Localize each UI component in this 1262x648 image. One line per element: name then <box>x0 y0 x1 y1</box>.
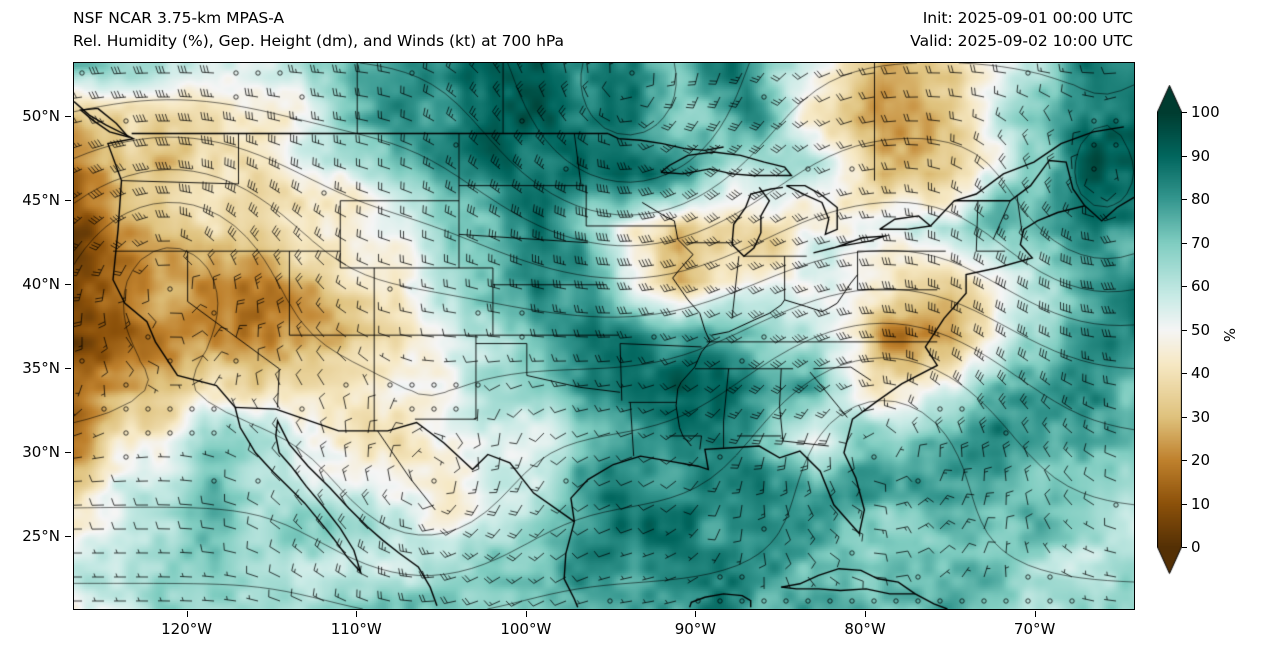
y-tick-label: 30°N <box>22 442 60 461</box>
humidity-wind-map-canvas <box>74 63 1134 609</box>
colorbar-tick-mark <box>1182 112 1187 113</box>
colorbar-tick-label: 0 <box>1191 538 1201 556</box>
colorbar-tick-mark <box>1182 329 1187 331</box>
x-tick-mark <box>525 611 527 617</box>
colorbar-tick-mark <box>1182 286 1187 287</box>
colorbar-tick-mark <box>1182 242 1187 244</box>
y-tick-mark <box>65 451 71 453</box>
x-tick-label: 110°W <box>330 620 382 638</box>
x-tick-mark <box>695 611 697 617</box>
valid-time-label: Valid: 2025-09-02 10:00 UTC <box>910 32 1133 50</box>
colorbar-tick-label: 60 <box>1191 277 1211 295</box>
x-tick-mark <box>1034 611 1036 617</box>
y-tick-label: 35°N <box>22 358 60 377</box>
field-title: Rel. Humidity (%), Gep. Height (dm), and… <box>73 32 565 50</box>
colorbar-tick-mark <box>1182 155 1187 157</box>
colorbar-tick-label: 80 <box>1191 190 1211 208</box>
model-title: NSF NCAR 3.75-km MPAS-A <box>73 9 285 27</box>
y-tick-label: 25°N <box>22 526 60 545</box>
colorbar-tick-mark <box>1182 503 1187 505</box>
y-tick-mark <box>65 535 71 537</box>
colorbar-tick-label: 10 <box>1191 494 1211 513</box>
y-tick-mark <box>65 199 71 201</box>
colorbar-tick-mark <box>1182 460 1187 461</box>
map-plot-area <box>73 62 1135 610</box>
colorbar-tick-label: 40 <box>1191 364 1211 382</box>
colorbar-tick-mark <box>1182 199 1187 200</box>
colorbar-tick-mark <box>1182 373 1187 374</box>
colorbar-tick-label: 70 <box>1191 233 1211 252</box>
colorbar-tick-mark <box>1182 547 1187 548</box>
y-tick-label: 50°N <box>22 106 60 125</box>
x-tick-label: 90°W <box>674 620 717 638</box>
colorbar-tick-label: 20 <box>1191 451 1211 469</box>
init-time-label: Init: 2025-09-01 00:00 UTC <box>922 9 1133 27</box>
x-tick-label: 100°W <box>500 620 552 638</box>
colorbar-tick-label: 50 <box>1191 320 1211 339</box>
y-tick-label: 40°N <box>22 274 60 293</box>
y-tick-mark <box>65 115 71 117</box>
x-tick-mark <box>186 611 188 617</box>
y-tick-mark <box>65 367 71 369</box>
colorbar-tick-label: 100 <box>1191 103 1220 121</box>
colorbar-tick-mark <box>1182 416 1187 418</box>
x-tick-mark <box>865 611 867 617</box>
colorbar <box>1157 85 1182 575</box>
x-tick-label: 80°W <box>844 620 886 638</box>
x-tick-label: 120°W <box>161 620 213 638</box>
y-tick-label: 45°N <box>22 190 60 209</box>
y-tick-mark <box>65 283 71 285</box>
colorbar-tick-label: 90 <box>1191 146 1211 165</box>
x-tick-mark <box>356 611 358 617</box>
x-tick-label: 70°W <box>1013 620 1056 638</box>
colorbar-unit-label: % <box>1220 327 1239 343</box>
colorbar-tick-label: 30 <box>1191 407 1211 426</box>
